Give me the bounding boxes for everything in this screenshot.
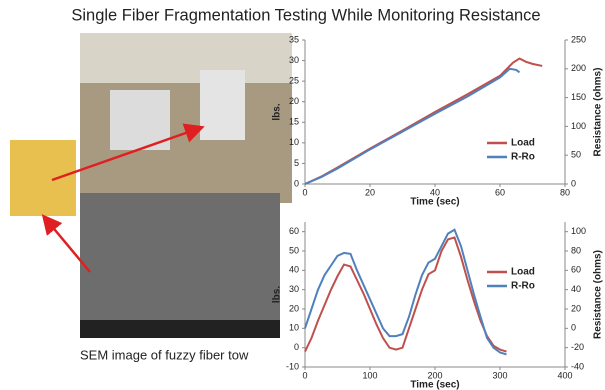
y-tick-label: 35 [289, 34, 299, 44]
legend-label: Load [511, 267, 535, 278]
y-axis-label: lbs. [272, 103, 283, 120]
y2-axis-label: Resistance (ohms) [593, 68, 604, 157]
series-line [304, 67, 521, 185]
y-tick-label: 10 [289, 137, 299, 147]
x-axis-label: Time (sec) [410, 197, 459, 208]
y-tick-label: 10 [289, 323, 299, 333]
y-tick-label: 30 [289, 55, 299, 65]
y2-tick-label: 0 [571, 323, 576, 333]
series-line [304, 57, 543, 185]
series-line [304, 228, 507, 356]
y-tick-label: 20 [289, 96, 299, 106]
photo-wall [80, 33, 292, 83]
y2-tick-label: 40 [571, 284, 581, 294]
series-line [304, 236, 507, 353]
y-tick-label: -10 [286, 361, 299, 371]
y-tick-label: 30 [289, 284, 299, 294]
photo-grip [200, 70, 245, 140]
y-tick-label: 25 [289, 76, 299, 86]
x-tick-label: 80 [560, 187, 570, 197]
arrow [51, 123, 205, 182]
sem-info-bar [80, 320, 280, 338]
y2-tick-label: 80 [571, 245, 581, 255]
y2-tick-label: -40 [571, 361, 584, 371]
y-tick-label: 20 [289, 303, 299, 313]
y-tick-label: 40 [289, 265, 299, 275]
legend-label: R-Ro [511, 281, 535, 292]
sem-photo [80, 193, 280, 338]
y-tick-label: 0 [294, 342, 299, 352]
x-tick-label: 20 [365, 187, 375, 197]
arrow [41, 214, 91, 273]
y2-tick-label: 250 [571, 34, 586, 44]
y2-axis-label: Resistance (ohms) [593, 250, 604, 339]
y2-tick-label: 50 [571, 150, 581, 160]
electrode-photo [10, 140, 76, 216]
x-tick-label: 60 [495, 187, 505, 197]
y-axis-label: lbs. [272, 286, 283, 303]
sem-caption: SEM image of fuzzy fiber tow [80, 347, 249, 362]
x-tick-label: 0 [302, 187, 307, 197]
x-axis-label: Time (sec) [410, 380, 459, 390]
legend-label: R-Ro [511, 152, 535, 163]
y-tick-label: 0 [294, 178, 299, 188]
y2-tick-label: -20 [571, 342, 584, 352]
photo-grip [110, 90, 170, 150]
y2-tick-label: 0 [571, 178, 576, 188]
x-tick-label: 40 [430, 187, 440, 197]
y2-tick-label: 200 [571, 63, 586, 73]
y-tick-label: 60 [289, 226, 299, 236]
y2-tick-label: 150 [571, 92, 586, 102]
y2-tick-label: 20 [571, 303, 581, 313]
y2-tick-label: 60 [571, 265, 581, 275]
y-tick-label: 5 [294, 158, 299, 168]
y2-tick-label: 100 [571, 226, 586, 236]
y2-tick-label: 100 [571, 121, 586, 131]
slide-title: Single Fiber Fragmentation Testing While… [71, 6, 540, 24]
x-tick-label: 200 [427, 370, 442, 380]
x-tick-label: 0 [302, 370, 307, 380]
x-tick-label: 100 [362, 370, 377, 380]
legend-label: Load [511, 138, 535, 149]
y-tick-label: 50 [289, 245, 299, 255]
x-tick-label: 300 [492, 370, 507, 380]
y-tick-label: 15 [289, 117, 299, 127]
x-tick-label: 400 [557, 370, 572, 380]
